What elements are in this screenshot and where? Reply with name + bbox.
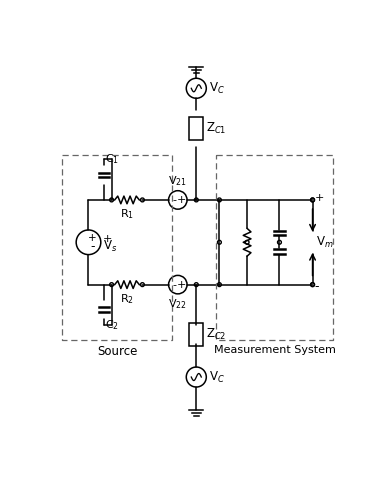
Text: R$_2$: R$_2$ [120,292,134,306]
Text: Measurement System: Measurement System [214,345,336,355]
Text: -: - [172,280,176,290]
Text: C$_2$: C$_2$ [105,319,119,332]
Text: Source: Source [97,345,137,358]
Text: +: + [103,234,112,244]
Text: V$_{22}$: V$_{22}$ [168,297,187,311]
Text: V$_C$: V$_C$ [209,81,225,96]
Text: +: + [177,195,186,205]
Text: +: + [177,280,186,290]
Text: V$_{21}$: V$_{21}$ [168,174,187,188]
Text: -: - [315,280,319,294]
Text: -: - [172,195,176,205]
Text: Z$_{C1}$: Z$_{C1}$ [206,121,227,136]
Text: Z$_{C2}$: Z$_{C2}$ [206,327,226,342]
Text: V$_s$: V$_s$ [103,240,117,254]
Text: +: + [315,193,324,203]
Text: V$_m$: V$_m$ [317,235,334,250]
Text: R$_1$: R$_1$ [120,207,134,221]
Text: -: - [90,240,95,252]
Text: C$_1$: C$_1$ [105,152,120,166]
Bar [189,117,203,140]
Bar [189,323,203,346]
Text: V$_C$: V$_C$ [209,369,225,385]
Text: +: + [88,233,97,243]
